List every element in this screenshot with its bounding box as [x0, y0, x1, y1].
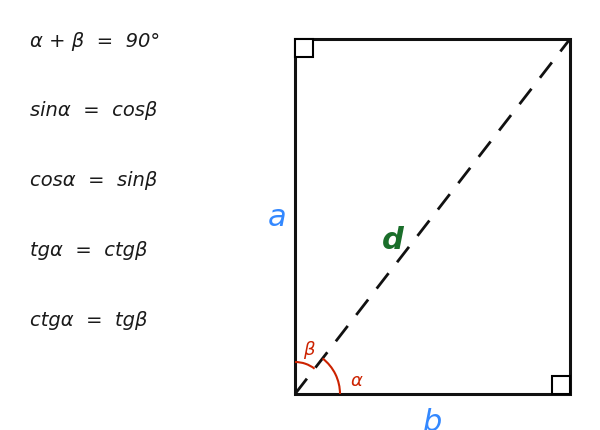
Bar [552, 376, 570, 394]
Text: α: α [351, 371, 363, 389]
Text: d: d [382, 226, 403, 255]
Text: sinα  =  cosβ: sinα = cosβ [30, 101, 157, 120]
Bar [295, 40, 570, 394]
Text: tgα  =  ctgβ: tgα = ctgβ [30, 241, 148, 260]
Text: ctgα  =  tgβ: ctgα = tgβ [30, 311, 148, 330]
Text: b: b [423, 408, 442, 430]
Text: α + β  =  90°: α + β = 90° [30, 31, 160, 50]
Text: cosα  =  sinβ: cosα = sinβ [30, 171, 157, 190]
Text: a: a [268, 203, 286, 231]
Text: β: β [303, 340, 314, 358]
Bar [295, 40, 313, 58]
